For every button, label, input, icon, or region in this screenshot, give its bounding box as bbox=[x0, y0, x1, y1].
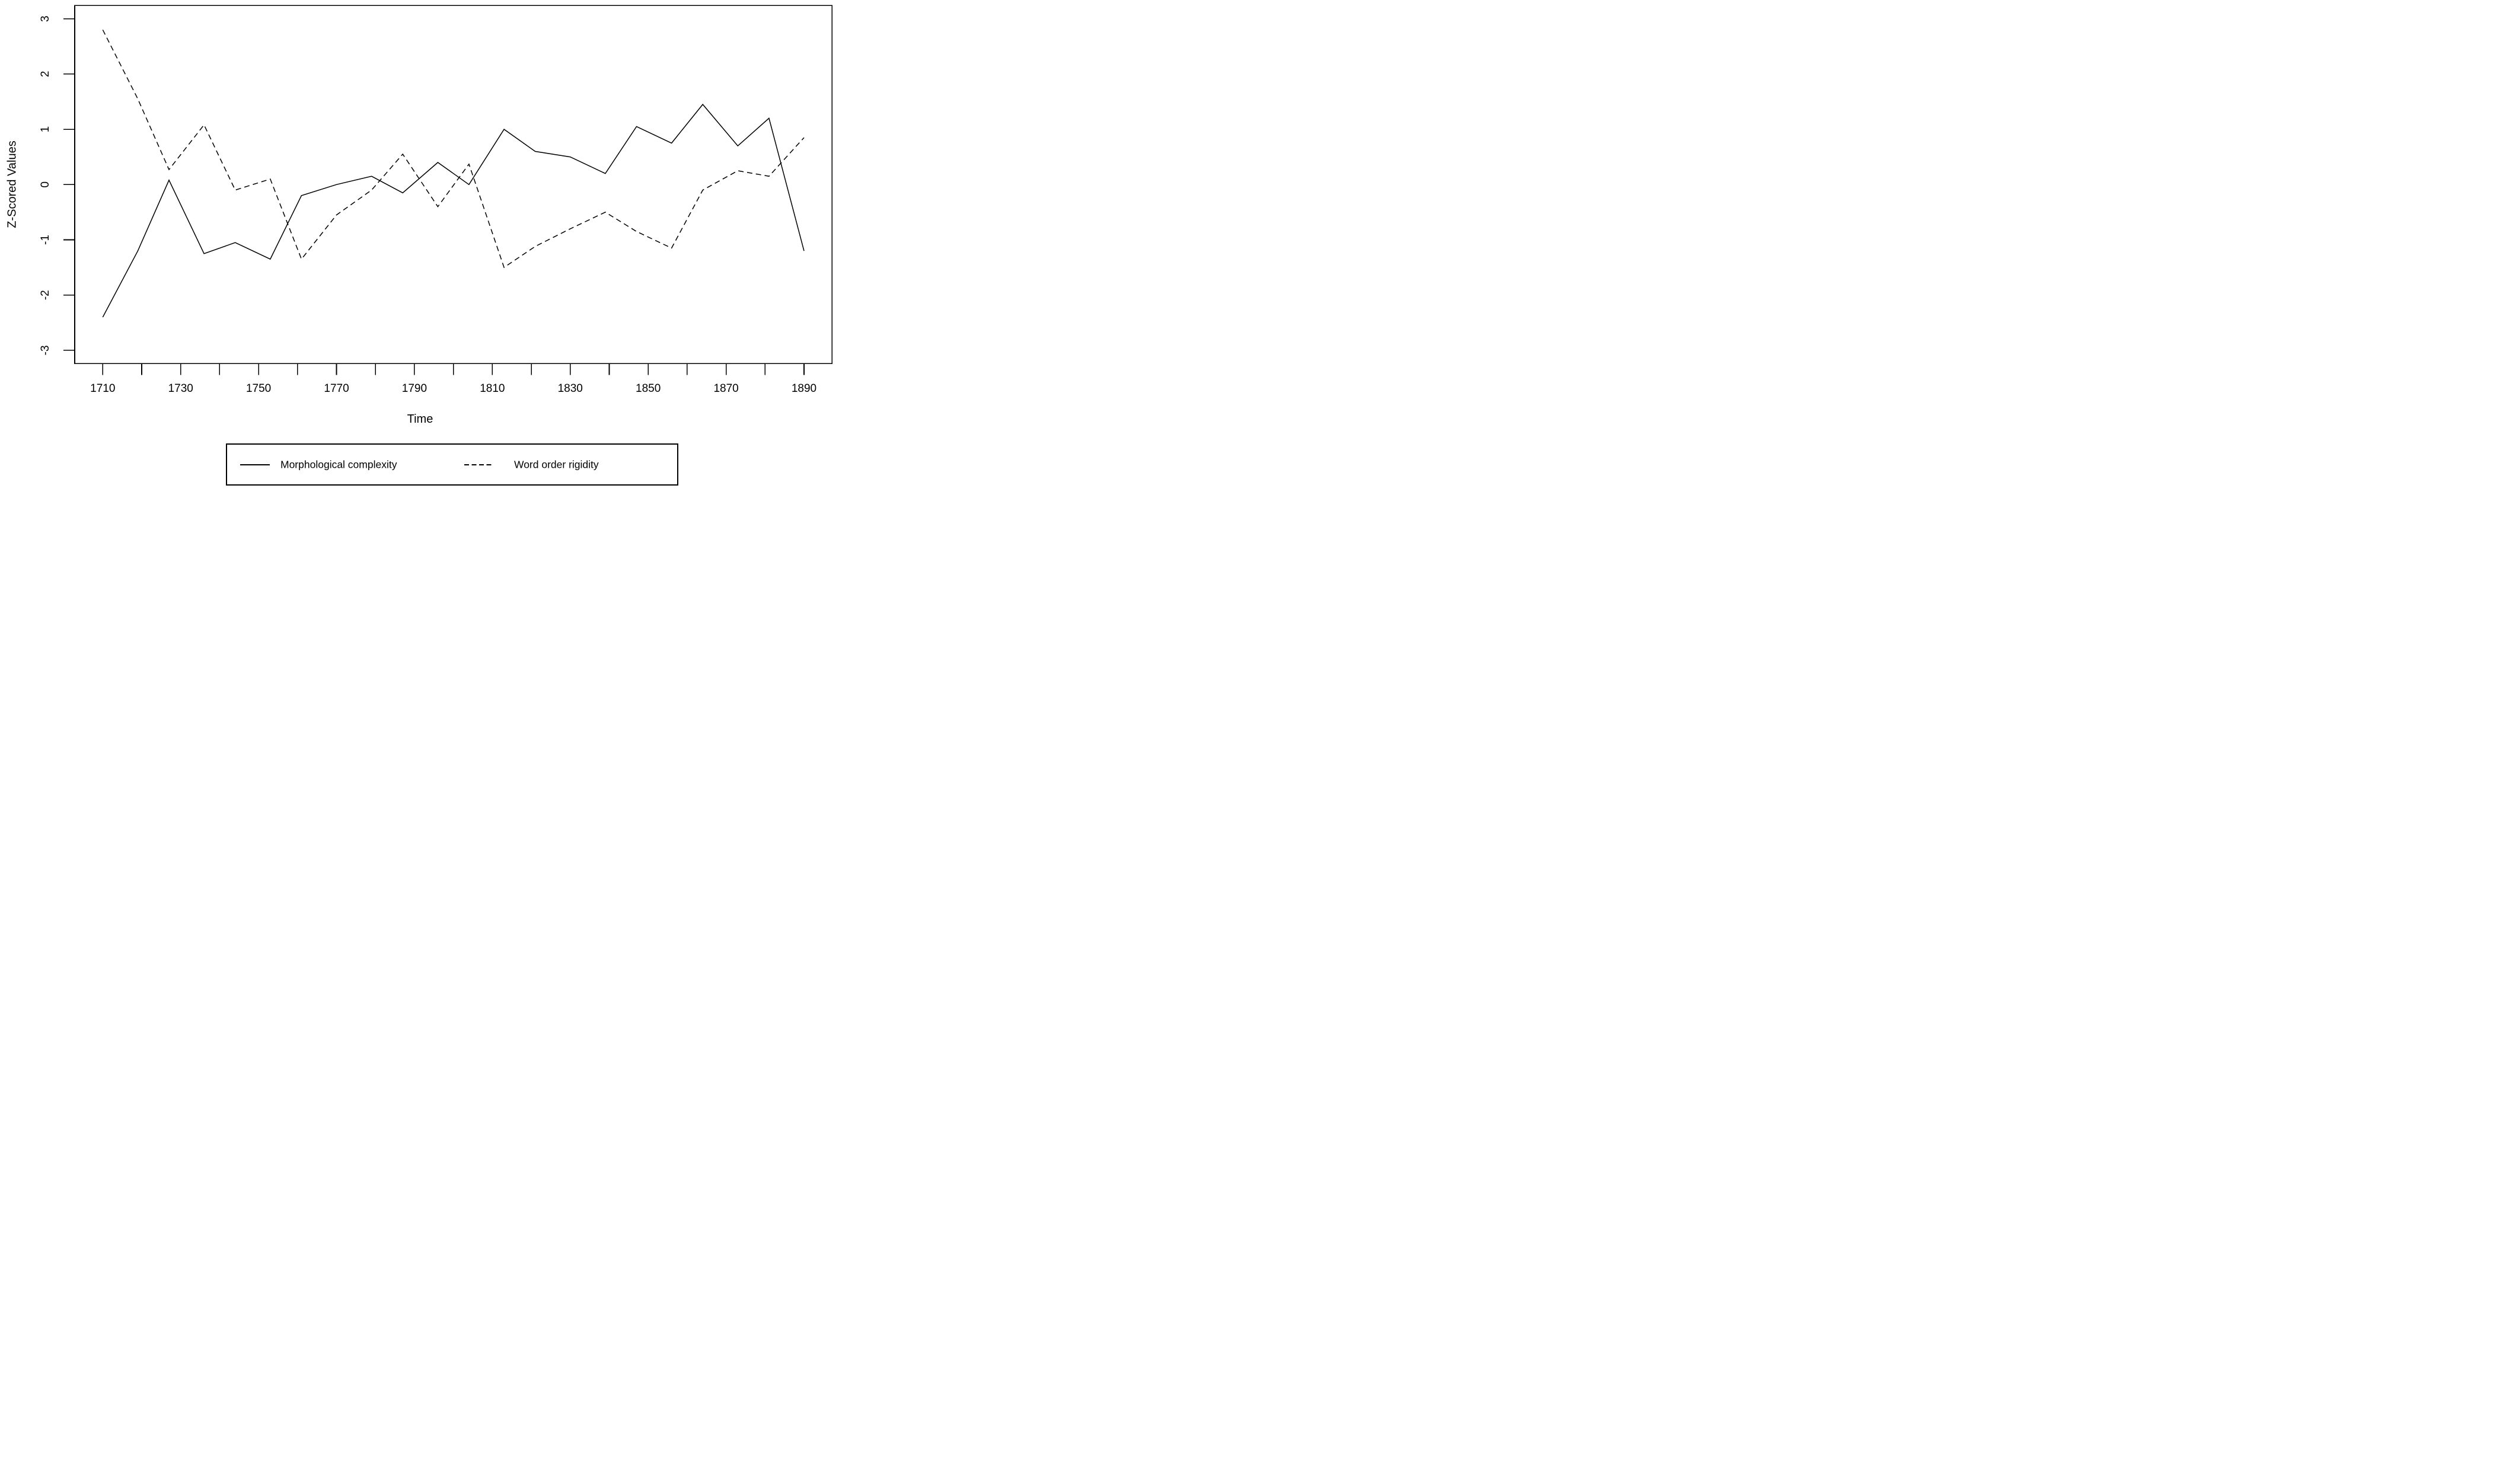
legend-dashed-line-sample bbox=[464, 461, 492, 469]
y-tick-label: 3 bbox=[39, 15, 52, 22]
x-tick-label: 1890 bbox=[792, 382, 816, 395]
x-tick-label: 1850 bbox=[636, 382, 661, 395]
x-tick-label: 1870 bbox=[713, 382, 738, 395]
plot-area: 1710 1730 1750 1770 1790 1810 1830 1850 1870 1890… bbox=[39, 5, 833, 395]
legend-solid-line-sample bbox=[240, 461, 270, 469]
series-line-word-order-rigidity bbox=[102, 29, 805, 269]
x-tick-label: 1810 bbox=[480, 382, 505, 395]
series-line-morphological-complexity bbox=[102, 103, 805, 318]
y-axis-title: Z-Scored Values bbox=[5, 141, 19, 228]
legend-box: Morphological complexity Word order rigi… bbox=[226, 443, 678, 486]
legend-label-morphological-complexity: Morphological complexity bbox=[280, 458, 397, 470]
y-tick-label: -3 bbox=[39, 345, 52, 355]
y-tick-label: 1 bbox=[39, 126, 52, 133]
x-axis-title: Time bbox=[407, 413, 433, 426]
x-tick-label: 1770 bbox=[324, 382, 349, 395]
legend-label-word-order-rigidity: Word order rigidity bbox=[514, 458, 599, 470]
x-tick-label: 1750 bbox=[246, 382, 271, 395]
x-tick-label: 1730 bbox=[168, 382, 193, 395]
x-tick-label: 1830 bbox=[558, 382, 583, 395]
x-tick-label: 1710 bbox=[90, 382, 115, 395]
y-tick-label: -2 bbox=[39, 290, 52, 300]
plot-border bbox=[74, 5, 833, 365]
y-tick-label: 2 bbox=[39, 71, 52, 78]
y-tick-label: 0 bbox=[39, 181, 52, 188]
x-tick-label: 1790 bbox=[402, 382, 427, 395]
y-tick-label: -1 bbox=[39, 235, 52, 245]
chart-figure: 1710 1730 1750 1770 1790 1810 1830 1850 1870 1890… bbox=[0, 0, 840, 491]
